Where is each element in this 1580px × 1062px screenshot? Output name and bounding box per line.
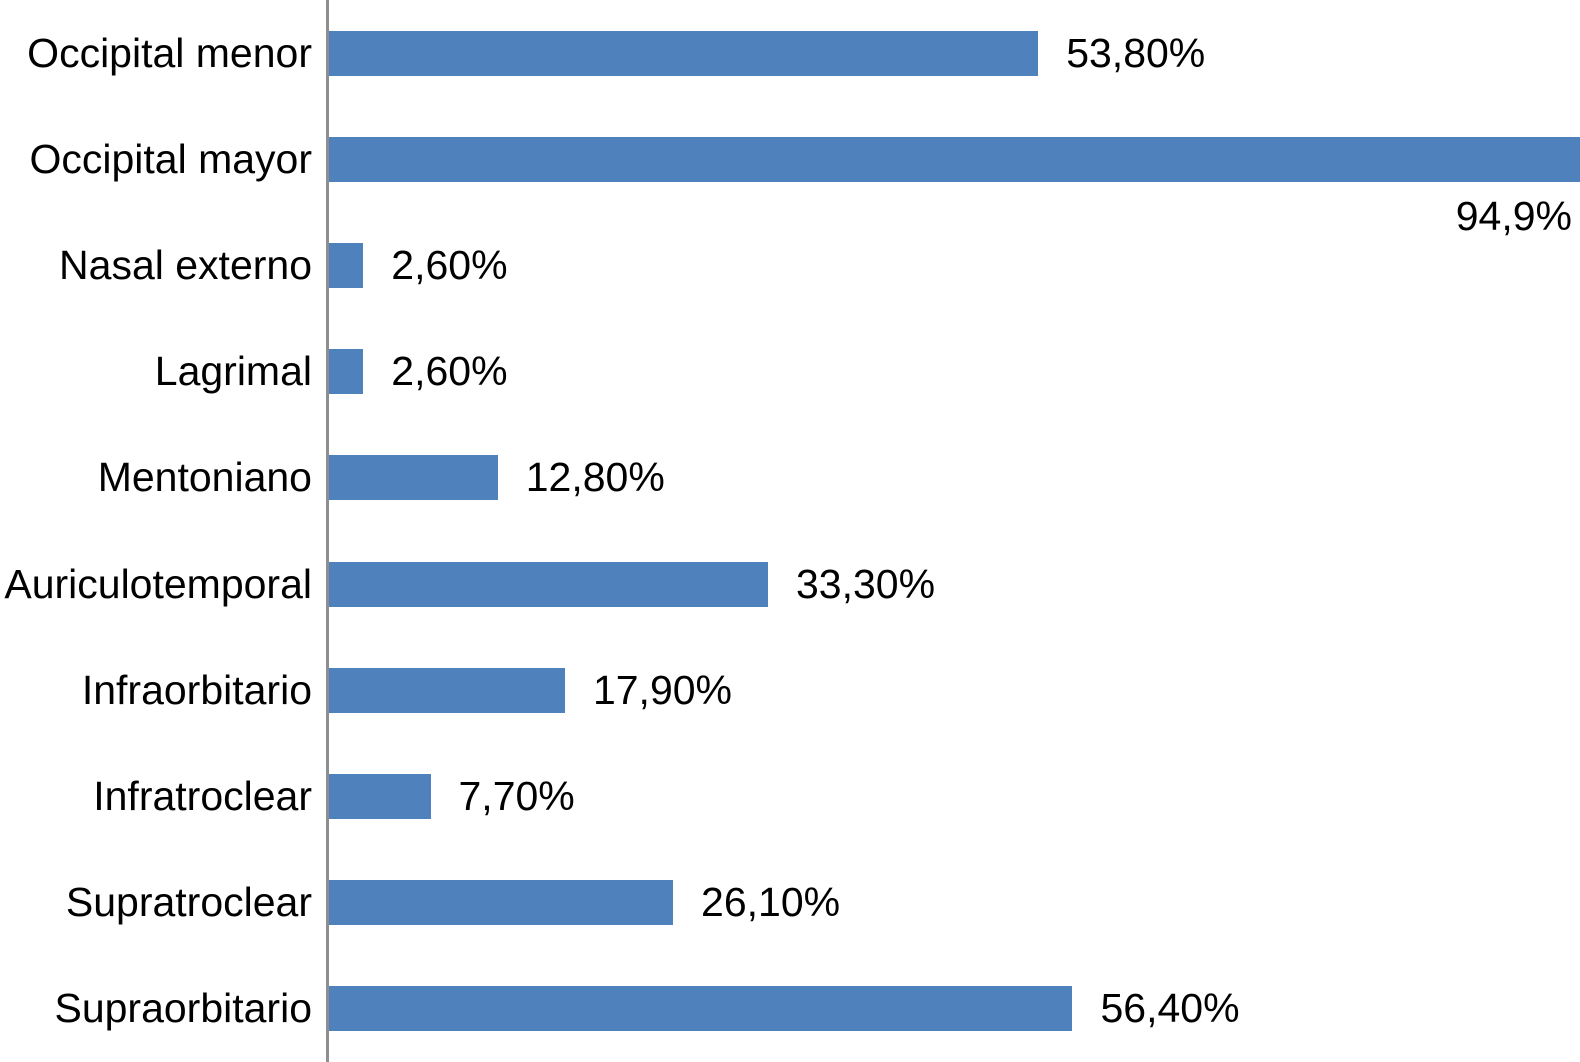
chart-row: Occipital menor 53,80% xyxy=(0,0,1580,107)
bar xyxy=(329,349,364,395)
value-label: 7,70% xyxy=(458,773,575,820)
bar xyxy=(329,774,431,820)
bar xyxy=(329,561,768,607)
plot-area: 33,30% xyxy=(326,531,1580,638)
value-label: 17,90% xyxy=(592,666,733,713)
category-label: Occipital menor xyxy=(27,29,312,76)
chart-row: Infraorbitario 17,90% xyxy=(0,637,1580,744)
category-label: Supraorbitario xyxy=(54,985,312,1032)
chart-row: Auriculotemporal 33,30% xyxy=(0,531,1580,638)
category-label: Nasal externo xyxy=(59,242,312,288)
value-label: 53,80% xyxy=(1066,29,1206,76)
chart-row: Infratroclear 7,70% xyxy=(0,743,1580,850)
bar xyxy=(329,243,364,288)
chart-row: Supratroclear 26,10% xyxy=(0,849,1580,956)
chart-row: Nasal externo 2,60% xyxy=(0,212,1580,319)
value-label: 12,80% xyxy=(525,454,665,501)
bar xyxy=(329,986,1073,1032)
plot-area: 17,90% xyxy=(326,637,1580,744)
bar xyxy=(329,136,1580,182)
chart-row: Lagrimal 2,60% xyxy=(0,318,1580,425)
category-label: Occipital mayor xyxy=(29,135,312,182)
category-label: Supratroclear xyxy=(65,879,312,926)
category-label: Mentoniano xyxy=(97,454,312,501)
plot-area: 2,60% xyxy=(326,212,1580,319)
category-label: Infratroclear xyxy=(93,773,312,820)
bar xyxy=(329,880,674,926)
plot-area: 2,60% xyxy=(326,318,1580,425)
category-label: Lagrimal xyxy=(154,348,312,395)
plot-area: 26,10% xyxy=(326,849,1580,956)
plot-area: 94,9% xyxy=(326,106,1580,239)
chart-row: Supraorbitario 56,40% xyxy=(0,955,1580,1062)
value-label: 33,30% xyxy=(795,560,936,607)
value-label: 2,60% xyxy=(391,242,508,288)
value-label: 94,9% xyxy=(1455,193,1572,240)
chart-row: Occipital mayor 94,9% xyxy=(0,106,1580,239)
value-label: 26,10% xyxy=(701,879,841,926)
bar xyxy=(329,30,1039,76)
value-label: 2,60% xyxy=(391,348,508,395)
plot-area: 53,80% xyxy=(326,0,1580,107)
category-label: Infraorbitario xyxy=(81,666,312,713)
value-label: 56,40% xyxy=(1100,985,1240,1032)
chart-row: Mentoniano 12,80% xyxy=(0,424,1580,532)
bar xyxy=(329,455,498,501)
plot-area: 12,80% xyxy=(326,424,1580,532)
category-label: Auriculotemporal xyxy=(4,560,312,607)
plot-area: 7,70% xyxy=(326,743,1580,850)
plot-area: 56,40% xyxy=(326,955,1580,1062)
bar xyxy=(329,667,565,713)
